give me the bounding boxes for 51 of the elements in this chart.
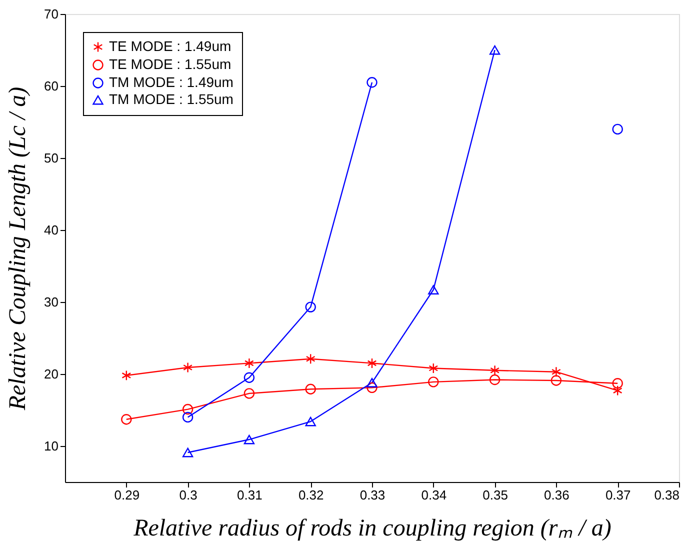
x-tick-label: 0.31	[237, 488, 262, 502]
legend-label: TE MODE : 1.55um	[109, 56, 232, 72]
y-tick-label: 70	[44, 6, 58, 22]
x-tick-label: 0.32	[298, 488, 324, 502]
y-tick-label: 10	[44, 438, 58, 454]
y-tick-label: 40	[44, 222, 58, 238]
point	[489, 374, 500, 386]
point	[305, 416, 316, 426]
point	[182, 404, 194, 415]
point	[183, 362, 193, 373]
x-tick-label: 0.36	[544, 488, 570, 502]
x-tick-label: 0.38	[654, 488, 680, 502]
point	[182, 448, 194, 458]
point	[490, 365, 500, 376]
point	[428, 362, 438, 374]
point	[428, 376, 439, 388]
x-tick-label: 0.3	[179, 488, 198, 502]
point	[305, 384, 316, 394]
legend-label: TM MODE : 1.49um	[109, 74, 234, 90]
point	[244, 358, 254, 369]
point	[428, 285, 439, 294]
point	[550, 375, 562, 386]
point	[122, 370, 132, 381]
x-tick-label: 0.29	[114, 488, 140, 502]
legend-label: TM MODE : 1.55um	[109, 91, 234, 107]
point	[244, 372, 255, 383]
y-axis-title: Relative Coupling Length (Lc / a)	[5, 86, 32, 412]
point	[367, 358, 377, 369]
legend-label: TE MODE : 1.49um	[109, 38, 232, 54]
point	[305, 302, 316, 312]
point	[366, 77, 378, 88]
y-tick-label: 60	[44, 78, 58, 94]
point	[182, 412, 194, 423]
point	[244, 388, 255, 399]
point	[306, 354, 316, 364]
point	[551, 366, 561, 378]
x-tick-label: 0.37	[605, 488, 631, 502]
point	[366, 382, 378, 394]
y-tick-label: 30	[44, 294, 58, 310]
x-tick-label: 0.35	[482, 488, 508, 502]
point	[121, 414, 132, 425]
x-tick-label: 0.33	[360, 488, 386, 502]
y-tick-label: 20	[44, 366, 58, 382]
x-axis-title: Relative radius of rods in coupling region (rₘ / a)	[132, 516, 612, 542]
point	[366, 378, 378, 388]
y-tick-label: 50	[44, 150, 58, 166]
point	[244, 434, 255, 444]
point	[489, 45, 500, 55]
point	[612, 124, 623, 135]
x-tick-label: 0.34	[421, 488, 447, 502]
point	[612, 378, 623, 389]
